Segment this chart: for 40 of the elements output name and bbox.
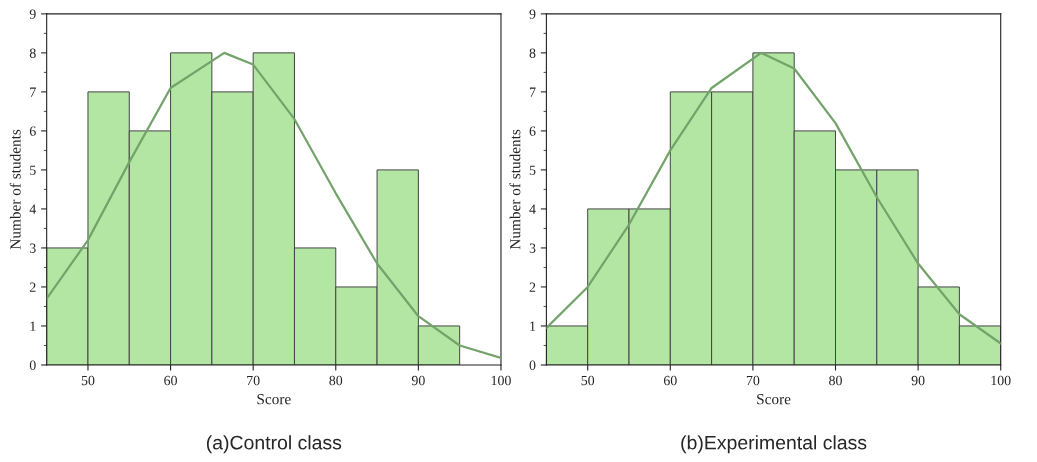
- y-tick-label: 0: [29, 360, 36, 370]
- y-tick-label: 1: [530, 321, 536, 331]
- x-tick-label: 100: [491, 375, 511, 386]
- x-tick-label: 70: [247, 375, 260, 386]
- y-tick-label: 6: [29, 126, 36, 136]
- text: (a)Control class: [206, 435, 342, 454]
- x-axis-title: Score: [757, 394, 791, 405]
- y-tick-label: 5: [529, 165, 536, 175]
- x-tick-label: 80: [329, 375, 343, 386]
- y-axis-title: Number of students: [509, 129, 521, 250]
- line-series: [546, 51, 1001, 345]
- y-tick-label: 5: [30, 165, 36, 175]
- x-tick-label: 100: [991, 375, 1011, 386]
- text: (b)Experimental class: [681, 435, 867, 454]
- line-series: [46, 51, 501, 360]
- x-tick-label: 90: [411, 375, 425, 386]
- y-tick-label: 9: [29, 9, 36, 19]
- x-tick-label: 50: [81, 375, 95, 386]
- y-tick-label: 9: [529, 9, 536, 19]
- y-tick-label: 7: [30, 87, 36, 97]
- y-tick-label: 2: [529, 282, 536, 292]
- y-tick-label: 4: [529, 204, 536, 214]
- y-tick-label: 3: [529, 243, 536, 253]
- y-tick-label: 1: [30, 321, 36, 331]
- x-tick-label: 80: [829, 375, 842, 386]
- x-tick-label: 60: [663, 375, 677, 386]
- x-tick-label: 70: [746, 375, 760, 386]
- y-tick-label: 7: [529, 87, 536, 97]
- x-tick-label: 50: [581, 375, 595, 386]
- y-tick-label: 8: [29, 48, 36, 58]
- x-tick-label: 60: [164, 375, 177, 386]
- y-tick-label: 0: [529, 360, 536, 370]
- y-tick-label: 4: [29, 204, 37, 214]
- y-axis-title: Number of students: [9, 129, 21, 250]
- y-tick-label: 3: [29, 243, 36, 253]
- x-axis-title: Score: [257, 394, 291, 405]
- y-tick-label: 8: [529, 48, 536, 58]
- y-tick-label: 2: [29, 282, 36, 292]
- x-tick-label: 90: [911, 375, 925, 386]
- y-tick-label: 6: [529, 126, 536, 136]
